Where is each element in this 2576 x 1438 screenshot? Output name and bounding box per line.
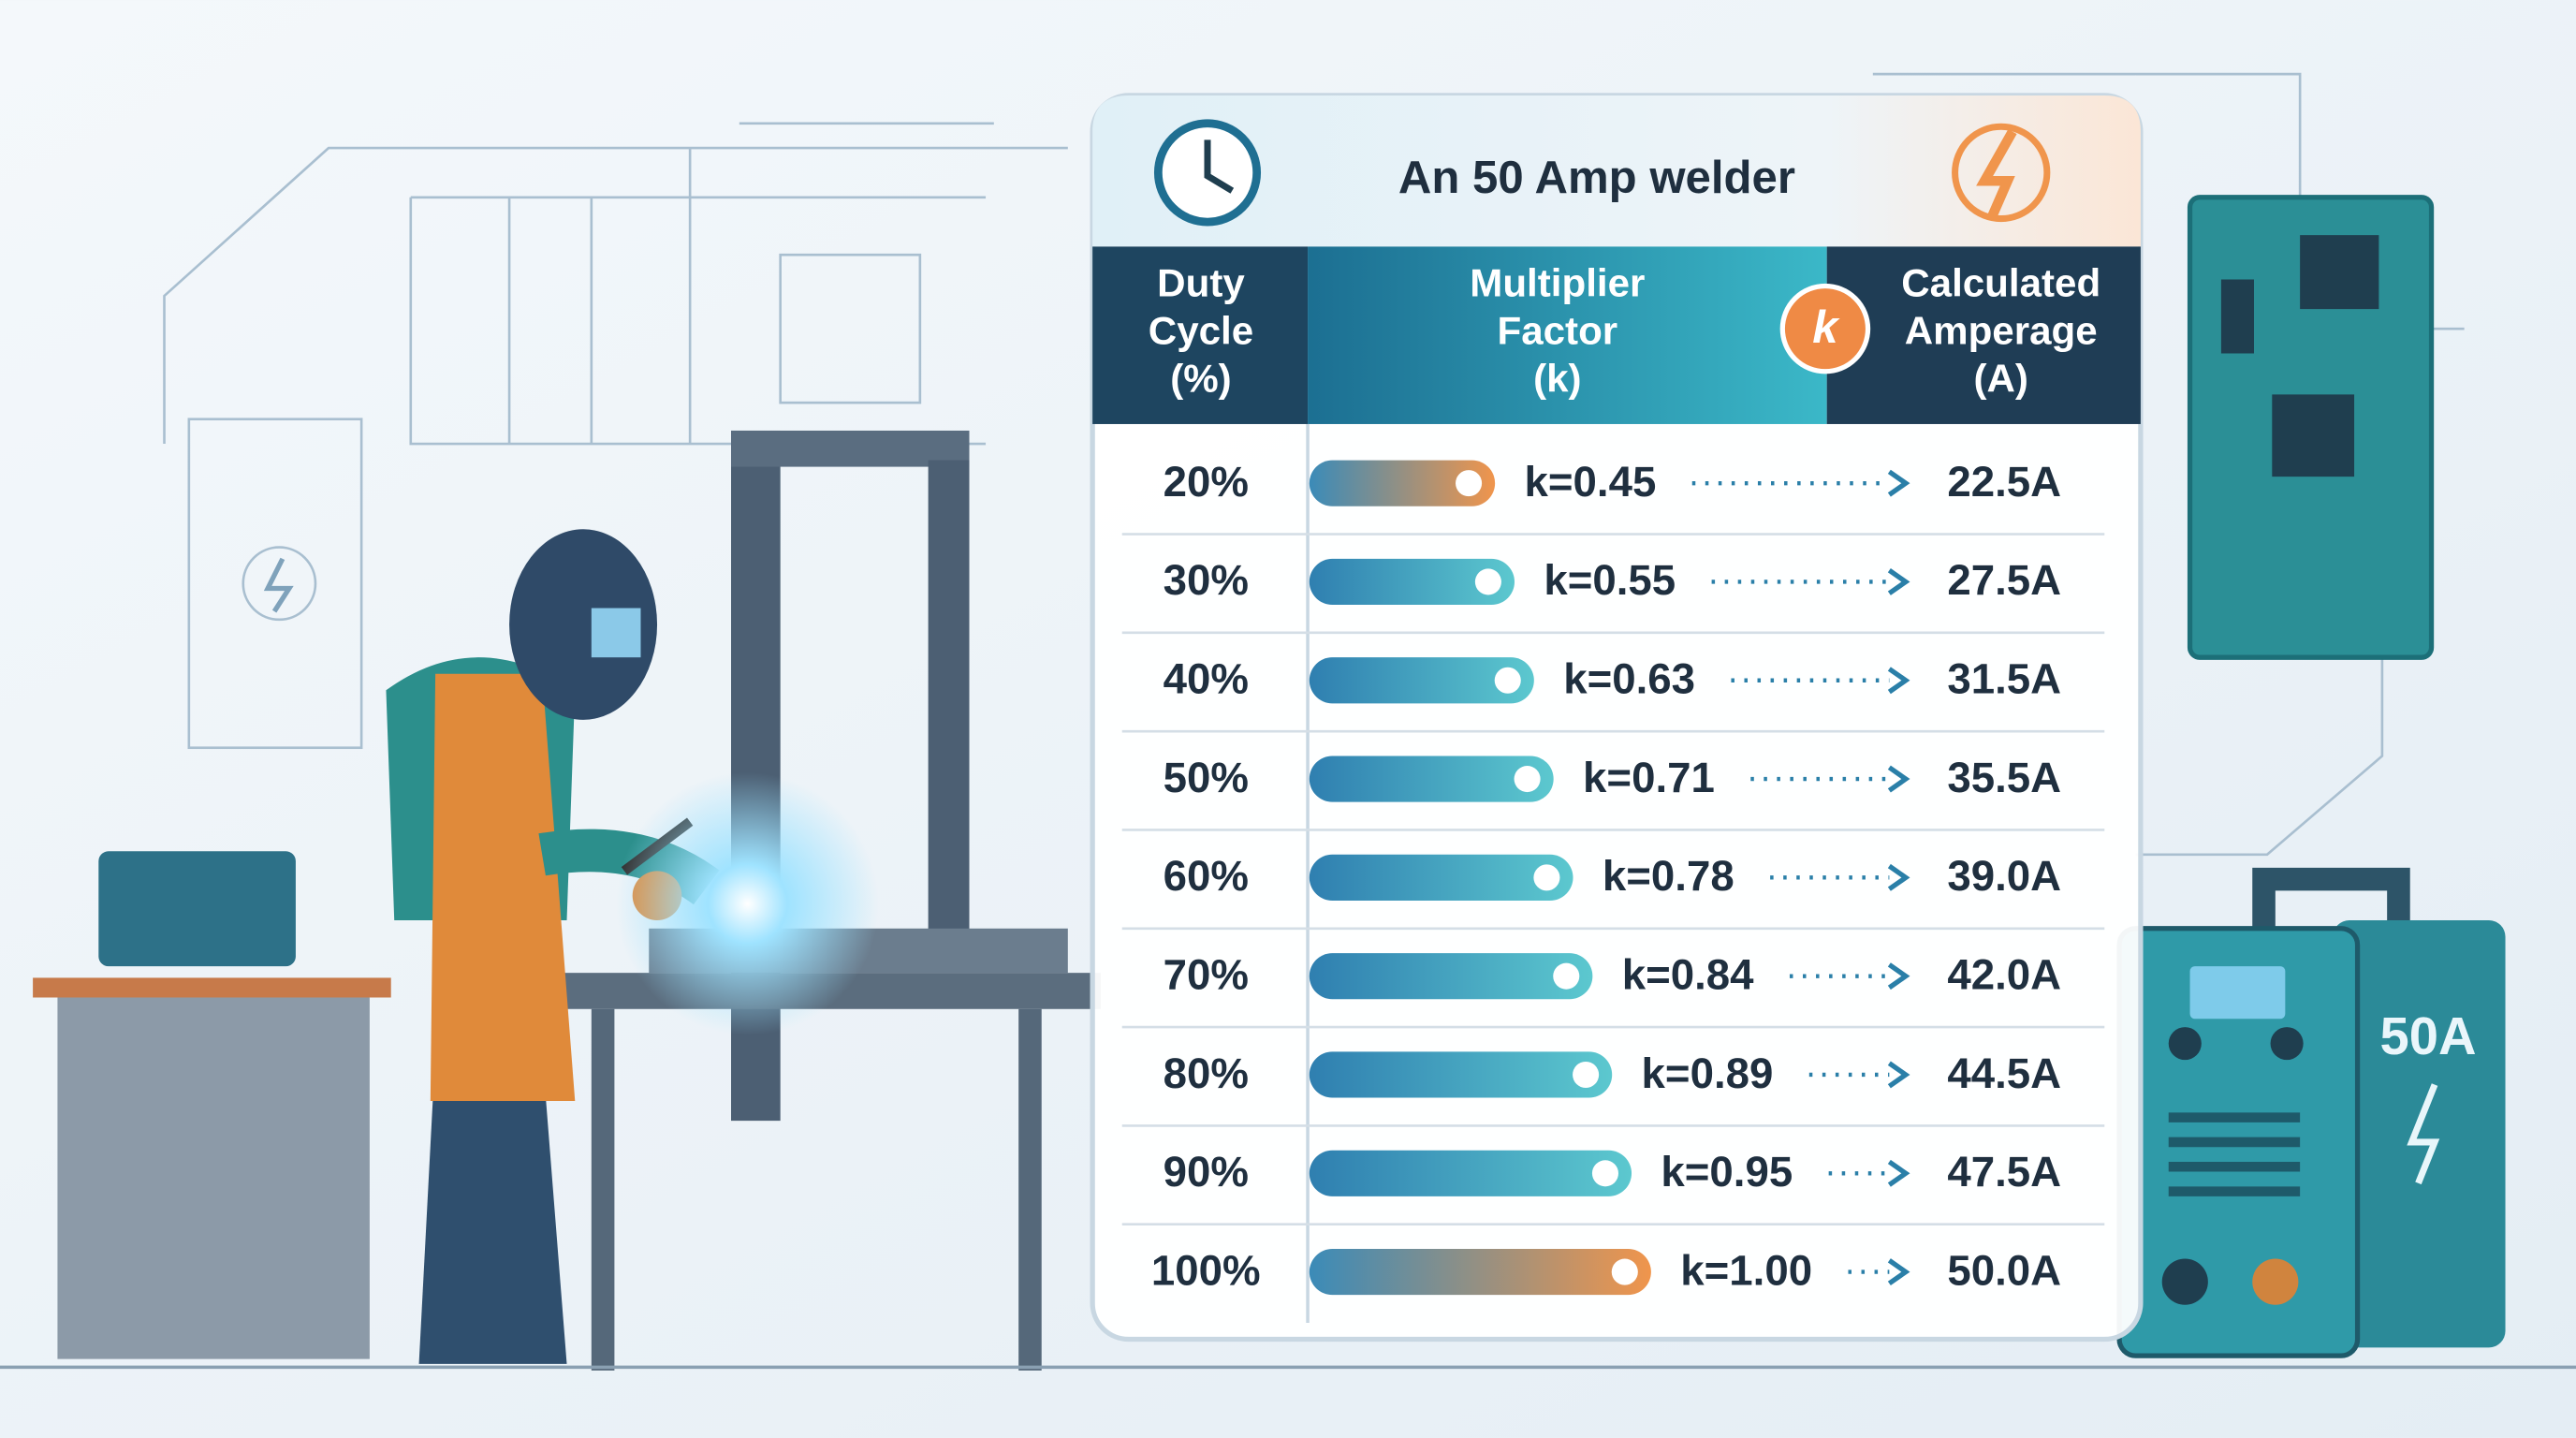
duty-cycle: 80% <box>1164 1049 1249 1097</box>
bar-knob <box>1514 766 1541 793</box>
bar-knob <box>1573 1061 1600 1089</box>
factor-bar <box>1309 460 1496 506</box>
arrow-head <box>1887 568 1910 595</box>
circuit-board <box>2187 195 2435 660</box>
factor-bar <box>1309 854 1573 901</box>
factor-bar <box>1309 1150 1632 1196</box>
column-header: (A) <box>1973 356 2027 400</box>
duty-cycle: 90% <box>1164 1148 1249 1196</box>
power-icon <box>1952 123 2051 223</box>
column-header: (k) <box>1533 356 1581 400</box>
k-value: k=0.45 <box>1525 458 1657 506</box>
k-value: k=0.71 <box>1583 754 1715 801</box>
k-value: k=0.84 <box>1622 950 1754 998</box>
duty-cycle: 40% <box>1164 655 1249 703</box>
factor-bar <box>1309 1051 1613 1098</box>
amperage: 50.0A <box>1947 1246 2061 1294</box>
bar-knob <box>1456 470 1483 497</box>
amperage: 22.5A <box>1947 458 2061 506</box>
factor-bar <box>1309 1249 1651 1296</box>
amperage: 39.0A <box>1947 852 2061 900</box>
amperage: 35.5A <box>1947 754 2061 801</box>
amperage: 27.5A <box>1947 556 2061 604</box>
duty-cycle: 60% <box>1164 852 1249 900</box>
bar-knob <box>1553 962 1580 990</box>
amperage: 42.0A <box>1947 950 2061 998</box>
workbench <box>0 430 2576 1371</box>
bar-knob <box>1474 568 1501 595</box>
machine-label: 50A <box>2380 1006 2477 1065</box>
column-header: Amperage <box>1905 309 2098 353</box>
circuit-decoration <box>163 72 2465 857</box>
arrow-head <box>1887 667 1910 695</box>
arrow-head <box>1887 469 1910 497</box>
column-header: Calculated <box>1901 261 2100 305</box>
amperage: 31.5A <box>1947 655 2061 703</box>
arrow-head <box>1887 1061 1910 1089</box>
duty-cycle: 100% <box>1151 1246 1261 1294</box>
k-value: k=0.89 <box>1642 1049 1774 1097</box>
welder-person <box>386 529 879 1364</box>
factor-bar <box>1309 756 1554 802</box>
k-value: k=1.00 <box>1680 1246 1812 1294</box>
arrow-head <box>1887 962 1910 990</box>
welding-machine: 50A <box>2116 867 2506 1358</box>
column-header: Factor <box>1497 309 1617 353</box>
bar-knob <box>1611 1258 1638 1285</box>
arrow-head <box>1887 1159 1910 1187</box>
arrow-head <box>1887 765 1910 793</box>
duty-cycle: 70% <box>1164 950 1249 998</box>
column-header: (%) <box>1170 356 1232 400</box>
k-value: k=0.78 <box>1603 852 1734 900</box>
bar-knob <box>1533 864 1560 891</box>
factor-bar <box>1309 953 1593 1000</box>
amperage: 44.5A <box>1947 1049 2061 1097</box>
duty-cycle: 20% <box>1164 458 1249 506</box>
arrow-head <box>1887 863 1910 891</box>
title: An 50 Amp welder <box>1398 153 1795 203</box>
k-value: k=0.95 <box>1661 1148 1793 1196</box>
arrow-head <box>1887 1258 1910 1286</box>
factor-bar <box>1309 558 1515 606</box>
column-header: Cycle <box>1149 309 1253 353</box>
k-badge-text: k <box>1812 302 1840 353</box>
factor-bar <box>1309 657 1534 704</box>
k-value: k=0.55 <box>1544 556 1676 604</box>
k-value: k=0.63 <box>1563 655 1695 703</box>
duty-cycle: 50% <box>1164 754 1249 801</box>
bar-knob <box>1494 667 1521 694</box>
bar-knob <box>1591 1160 1618 1187</box>
column-header: Duty <box>1157 261 1245 305</box>
amperage: 47.5A <box>1947 1148 2061 1196</box>
column-header: Multiplier <box>1470 261 1645 305</box>
k-badge <box>1779 283 1871 374</box>
duty-cycle: 30% <box>1164 556 1249 604</box>
